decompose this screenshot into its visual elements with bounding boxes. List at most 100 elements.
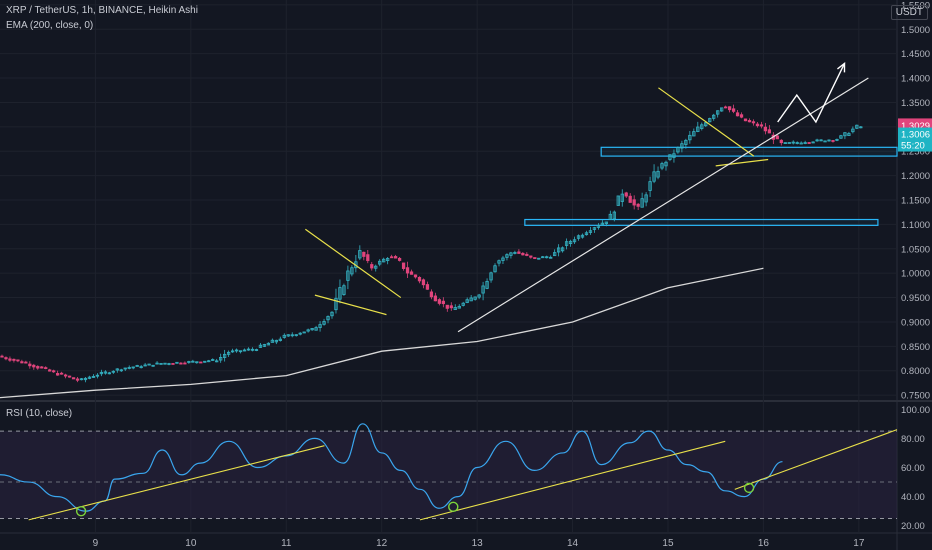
candle-up — [115, 368, 119, 371]
candle-up — [819, 139, 823, 142]
candle-up — [640, 198, 644, 208]
candle-down — [409, 271, 414, 275]
candle-up — [219, 357, 223, 361]
candle-down — [405, 267, 410, 274]
candle-up — [378, 260, 382, 265]
time-tick-label: 11 — [281, 538, 292, 549]
candle-up — [580, 234, 585, 238]
price-tick-label: 1.1500 — [901, 196, 930, 207]
candle-up — [147, 363, 151, 366]
candle-down — [731, 108, 736, 112]
time-tick-label: 14 — [567, 538, 579, 549]
candle-up — [270, 339, 274, 343]
symbol-legend[interactable]: XRP / TetherUS, 1h, BINANCE, Heikin Ashi — [6, 5, 198, 16]
candle-down — [747, 120, 752, 123]
candle-up — [811, 141, 815, 144]
candle-up — [326, 316, 330, 321]
price-tick-label: 0.8000 — [901, 366, 930, 377]
candle-down — [529, 255, 533, 258]
candle-up — [234, 349, 239, 352]
candle-down — [763, 126, 768, 132]
candle-down — [75, 378, 80, 381]
candle-up — [855, 124, 859, 129]
candle-down — [417, 276, 422, 282]
candle-up — [485, 280, 489, 289]
candle-down — [632, 199, 636, 206]
candle-up — [274, 339, 278, 343]
current-price-value: 1.3006 — [901, 130, 930, 141]
rsi-touch-marker — [75, 505, 87, 517]
price-axis[interactable]: 0.7500 0.8000 0.8500 0.9000 0.9500 1.0000 1.05… — [898, 0, 932, 532]
candle-up — [588, 230, 593, 233]
candle-down — [525, 253, 529, 256]
candle-down — [521, 252, 525, 256]
candle-up — [803, 142, 807, 144]
candle-down — [449, 305, 453, 309]
candle-down — [390, 256, 394, 259]
candle-down — [8, 358, 12, 361]
candle-up — [576, 235, 581, 239]
candle-up — [720, 107, 724, 112]
candle-up — [851, 128, 855, 133]
candle-down — [16, 359, 20, 362]
last-price-value: 1.3029 — [901, 121, 930, 132]
time-tick-label: 15 — [662, 538, 674, 549]
candle-up — [859, 126, 863, 129]
candle-up — [135, 365, 139, 367]
candle-up — [791, 141, 795, 144]
candle-down — [63, 374, 68, 377]
currency-label[interactable]: USDT — [890, 5, 928, 20]
time-tick-label: 10 — [185, 538, 197, 549]
candle-up — [680, 143, 684, 149]
candle-down — [727, 106, 732, 111]
candle-up — [298, 332, 302, 335]
candle-down — [517, 251, 521, 254]
candle-up — [242, 349, 247, 352]
candle-down — [4, 357, 8, 360]
candle-up — [600, 222, 605, 226]
candle-down — [0, 355, 4, 358]
rsi-pane — [0, 423, 898, 521]
candle-up — [616, 195, 620, 206]
candle-up — [314, 327, 318, 331]
rsi-trendline — [419, 440, 726, 521]
rsi-touch-marker — [448, 501, 459, 512]
wedge-1-upper-line — [305, 228, 402, 299]
candle-up — [246, 348, 251, 351]
candle-up — [672, 153, 676, 158]
candle-down — [67, 375, 72, 378]
rsi-tick-label: 80.00 — [901, 434, 925, 445]
wedge-2-upper-line — [658, 87, 755, 157]
rsi-legend[interactable]: RSI (10, close) — [6, 408, 73, 419]
candle-up — [553, 252, 557, 257]
candle-up — [652, 171, 656, 182]
candle-up — [469, 297, 473, 302]
candle-up — [461, 302, 465, 306]
candle-down — [40, 366, 44, 369]
candle-down — [393, 256, 398, 259]
candle-down — [425, 284, 430, 290]
candle-up — [568, 240, 573, 245]
wedge-1-lower-line — [314, 294, 387, 316]
candle-down — [751, 121, 756, 124]
candle-down — [759, 124, 764, 127]
candle-up — [513, 252, 517, 254]
candle-series — [0, 104, 863, 383]
candle-down — [199, 361, 203, 364]
time-axis[interactable]: 9 10 11 12 13 14 15 16 17 — [93, 538, 865, 549]
candle-up — [382, 258, 386, 263]
candle-up — [465, 299, 469, 303]
candle-down — [735, 112, 740, 117]
candle-up — [111, 370, 115, 373]
candle-up — [823, 140, 827, 143]
candle-up — [322, 321, 326, 325]
candle-down — [12, 358, 16, 361]
time-tick-label: 12 — [376, 538, 388, 549]
candle-up — [584, 232, 589, 236]
candle-up — [143, 364, 147, 367]
ema-legend[interactable]: EMA (200, close, 0) — [6, 20, 94, 31]
candle-down — [179, 362, 183, 365]
candle-down — [421, 279, 426, 286]
